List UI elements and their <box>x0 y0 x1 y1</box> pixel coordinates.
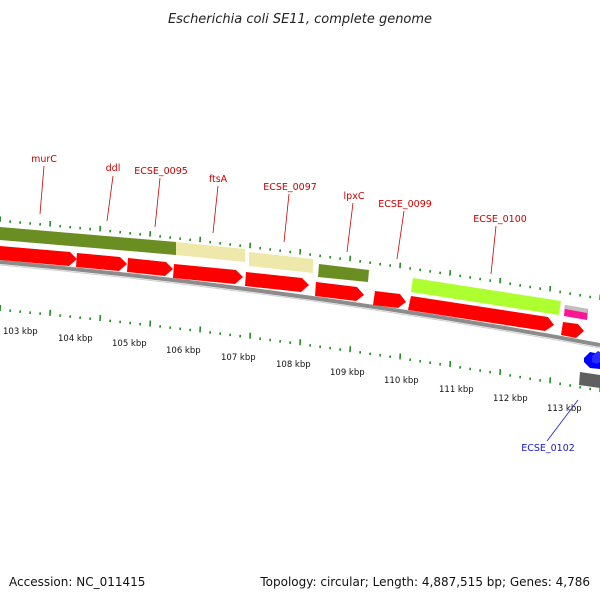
map-title: Escherichia coli SE11, complete genome <box>168 12 432 27</box>
genome-summary-text: Topology: circular; Length: 4,887,515 bp… <box>259 575 590 589</box>
leader-ECSE_0102 <box>546 399 579 442</box>
kbp-labels: 103 kbp 104 kbp 105 kbp 106 kbp 107 kbp … <box>3 327 582 414</box>
kbp-label: 107 kbp <box>221 353 256 363</box>
cog-block-murC <box>0 227 130 251</box>
kbp-label: 109 kbp <box>330 368 365 378</box>
leader-ECSE_0100 <box>490 225 497 275</box>
gene-label-murC: murC <box>31 154 57 165</box>
leader-murC <box>39 165 45 215</box>
cds-arrow-ftsA <box>173 264 243 284</box>
accession-text: Accession: NC_011415 <box>9 575 145 589</box>
cog-block-ECSE_0102 <box>579 372 600 388</box>
leader-ftsA <box>212 185 219 234</box>
cds-forward <box>0 246 584 338</box>
cds-arrow-lpxC <box>315 282 364 301</box>
cog-block-ddl <box>130 238 176 255</box>
genome-backbone <box>0 260 600 347</box>
cog-block-lpxC <box>318 264 369 282</box>
kbp-label: 112 kbp <box>493 394 528 404</box>
gene-label-ECSE_0102: ECSE_0102 <box>521 443 575 454</box>
leader-ddl <box>106 175 114 222</box>
gene-label-ftsA: ftsA <box>209 174 228 185</box>
gene-label-ddl: ddl <box>106 163 121 174</box>
gene-label-ECSE_0100: ECSE_0100 <box>473 214 527 225</box>
cds-arrow-ECSE_0099 <box>373 291 406 308</box>
kbp-label: 110 kbp <box>384 376 419 386</box>
gene-labels: murC ddl ECSE_0095 ftsA ECSE_0097 lpxC E… <box>31 154 575 454</box>
leader-ECSE_0095 <box>154 177 161 228</box>
kbp-label: 111 kbp <box>439 385 474 395</box>
cds-arrow-small <box>561 322 584 338</box>
cds-arrow-ECSE_0102b <box>592 351 600 364</box>
genome-backbone-shadow <box>0 264 600 349</box>
gene-label-leaders <box>39 165 579 442</box>
leader-ECSE_0097 <box>283 193 290 243</box>
cds-arrow-ddl <box>76 253 127 271</box>
kbp-label: 103 kbp <box>3 327 38 337</box>
gene-label-ECSE_0097: ECSE_0097 <box>263 182 317 193</box>
kbp-label: 104 kbp <box>58 334 93 344</box>
cds-reverse <box>584 351 600 369</box>
cds-arrow-ECSE_0095 <box>127 258 173 276</box>
cog-block-ECSE_0097 <box>249 252 313 273</box>
gene-label-ECSE_0099: ECSE_0099 <box>378 199 432 210</box>
cog-block-ftsA <box>176 242 245 262</box>
cds-arrow-ECSE_0100 <box>408 296 554 331</box>
kbp-label: 113 kbp <box>547 404 582 414</box>
cog-block-ECSE_0100 <box>411 278 561 315</box>
kbp-label: 108 kbp <box>276 360 311 370</box>
cds-arrow-ECSE_0097 <box>245 272 309 292</box>
gene-label-lpxC: lpxC <box>344 191 365 202</box>
scale-ticks <box>0 216 600 392</box>
cds-arrow-murC <box>0 246 77 266</box>
kbp-label: 106 kbp <box>166 346 201 356</box>
leader-ECSE_0099 <box>396 210 405 260</box>
cog-ring-forward <box>0 227 600 388</box>
gene-label-ECSE_0095: ECSE_0095 <box>134 166 188 177</box>
cog-block-small-top <box>565 305 588 313</box>
kbp-label: 105 kbp <box>112 339 147 349</box>
leader-lpxC <box>346 202 354 253</box>
